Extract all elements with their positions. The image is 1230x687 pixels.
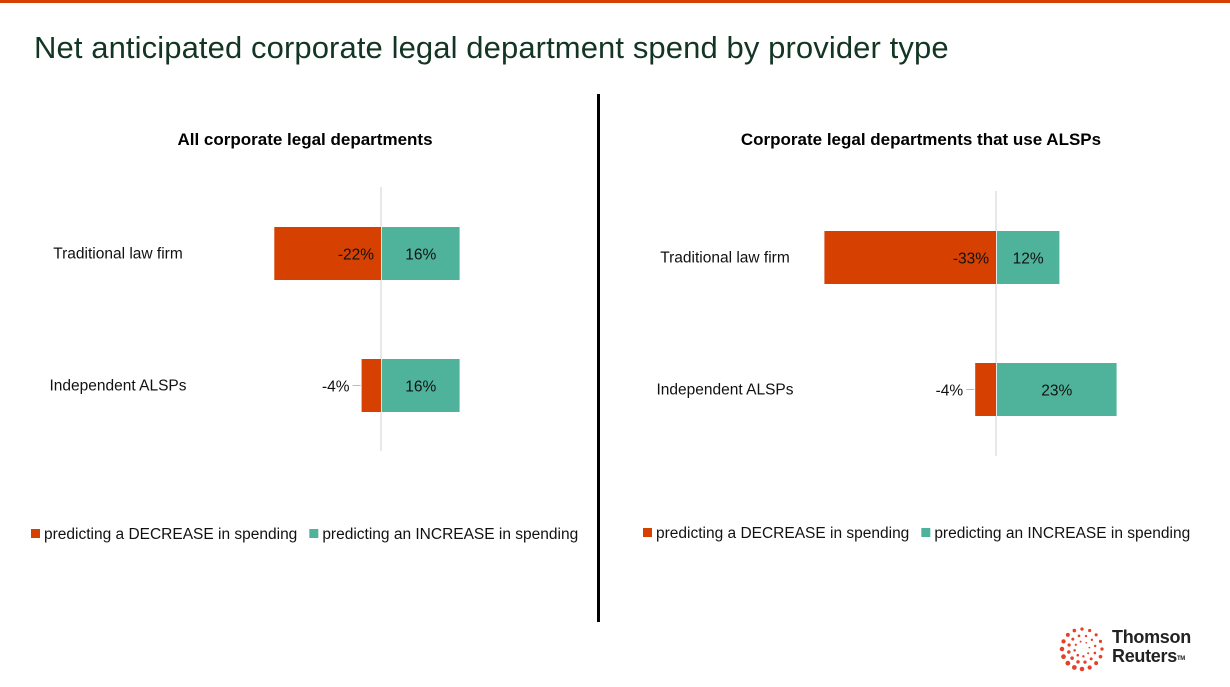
logo-dot [1071,665,1077,670]
logo-dot [1082,655,1085,658]
increase-bar [382,359,460,412]
logo-dot [1084,634,1088,638]
logo-line2: Reuters [1112,646,1177,666]
logo-dot [1077,634,1081,638]
data-label: -4% [322,379,350,396]
logo-dot [1080,627,1084,631]
logo-tm: TM [1176,656,1186,662]
data-label: 23% [1041,383,1072,400]
data-label: -4% [936,383,964,400]
logo-dot [1100,647,1104,651]
logo-dot [1076,653,1080,657]
page-title: Net anticipated corporate legal departme… [34,30,949,65]
logo-dot [1098,654,1103,659]
data-label: -22% [338,247,374,264]
legend-label: predicting a DECREASE in spending [656,525,909,542]
logo-dot [1072,628,1077,633]
logo-dot [1076,660,1080,664]
decrease-bar [274,227,381,280]
legend-label: predicting an INCREASE in spending [322,526,578,543]
legend-swatch [309,529,319,538]
logo-dot [1087,652,1090,655]
category-label: Traditional law firm [660,250,790,267]
thomson-reuters-logo: Thomson ReutersTM [1058,626,1218,674]
data-label: 16% [405,379,436,396]
decrease-bar [361,359,381,412]
data-label: 16% [405,247,436,264]
logo-dot [1079,666,1085,672]
panel-divider [597,94,600,622]
logo-dot [1061,654,1066,660]
logo-dot [1094,633,1098,637]
logo-dot [1065,632,1070,637]
data-label: -33% [953,251,989,268]
logo-dot [1071,637,1075,641]
logo-dot [1070,656,1074,660]
legend-swatch [921,528,931,537]
logo-dot [1059,646,1065,652]
category-label: Independent ALSPs [49,378,186,395]
logo-dot [1088,646,1091,649]
logo-line1: Thomson [1112,627,1191,647]
logo-dot [1098,639,1103,643]
logo-dot [1088,628,1092,633]
dot-ring-icon [1059,627,1104,672]
decrease-bar [975,363,996,416]
chart-title: Corporate legal departments that use ALS… [741,130,1101,149]
logo-dot [1061,639,1066,644]
legend-label: predicting a DECREASE in spending [44,526,297,543]
increase-bar [997,231,1060,284]
increase-bar [997,363,1117,416]
legend-swatch [31,529,40,538]
logo-dot [1079,640,1082,643]
logo-dot [1089,657,1093,661]
logo-dot [1067,650,1071,654]
chart-2: Corporate legal departments that use ALS… [643,130,1190,542]
chart-title: All corporate legal departments [177,130,432,149]
logo-dot [1087,665,1092,670]
logo-dot [1093,651,1097,655]
category-label: Independent ALSPs [656,382,793,399]
logo-dot [1093,644,1097,648]
category-label: Traditional law firm [53,246,183,263]
logo-dot [1073,649,1076,652]
decrease-bar [824,231,996,284]
logo-dot [1090,638,1094,641]
logo-dot [1067,643,1071,647]
logo-dot [1083,660,1087,664]
logo-dot [1074,643,1077,646]
logo-dot [1094,661,1099,666]
legend-swatch [643,528,652,537]
chart-1: All corporate legal departments Tradition… [31,130,578,543]
increase-bar [382,227,460,280]
logo-dot [1065,660,1071,666]
legend-label: predicting an INCREASE in spending [934,525,1190,542]
top-accent-rule [0,0,1230,3]
logo-dot [1085,641,1088,644]
data-label: 12% [1013,251,1044,268]
